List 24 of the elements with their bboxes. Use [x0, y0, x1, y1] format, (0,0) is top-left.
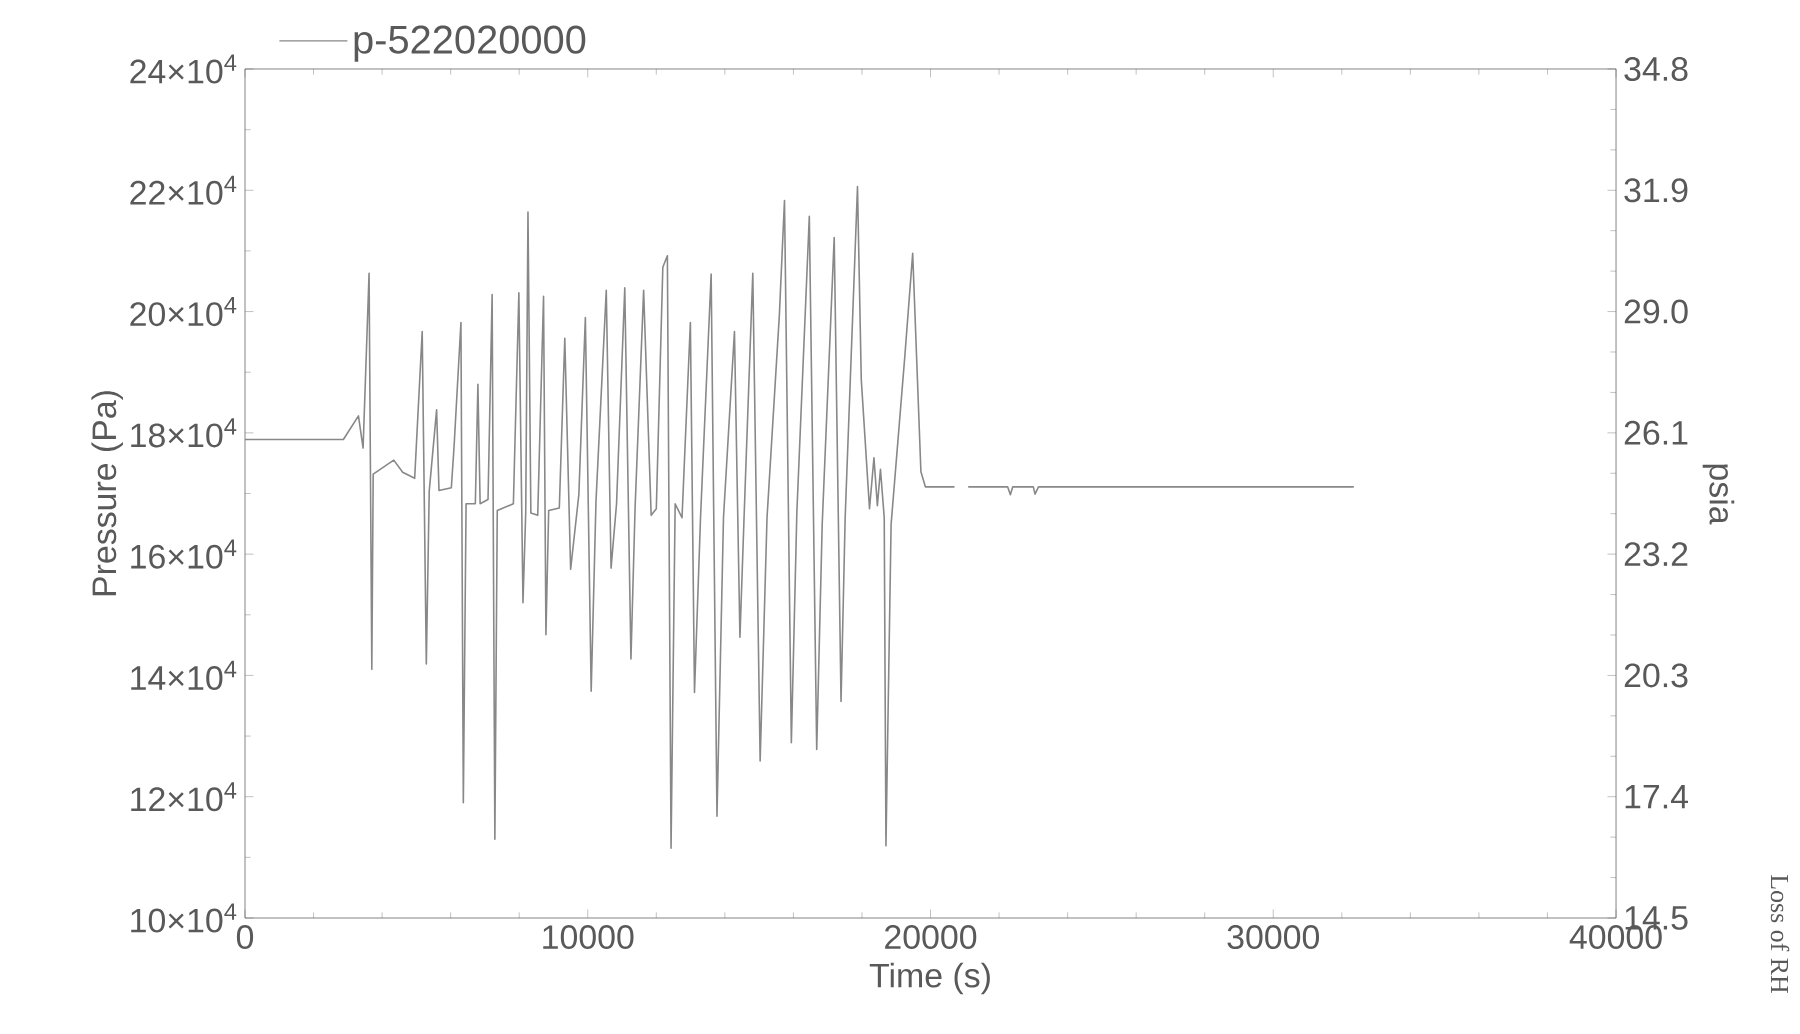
- legend-label: p-522020000: [354, 25, 586, 62]
- x-tick-label: 10000: [543, 925, 634, 950]
- text: Loss of RH: [1770, 875, 1790, 993]
- x-tick-label: 20000: [885, 925, 977, 950]
- y2-tick-label: 31.9: [1624, 178, 1688, 203]
- y2-tick-label: 20.3: [1624, 663, 1688, 688]
- y2-tick-label: 17.4: [1625, 785, 1688, 809]
- y-tick-label: 12×10$^{4}$: [131, 782, 237, 812]
- y-tick-label: 14×10$^{4}$: [131, 660, 237, 691]
- y-tick-label: 18×10$^{4}$: [131, 418, 237, 448]
- y2-axis-title: psia: [1702, 464, 1735, 525]
- y2-tick-label: 29.0: [1624, 299, 1688, 324]
- y-tick-label: 22×10$^{4}$: [130, 175, 237, 205]
- x-tick-label: 0: [236, 925, 254, 950]
- y2-tick-label: 34.8: [1624, 57, 1688, 81]
- x-tick-label: 30000: [1227, 925, 1320, 950]
- y-tick-label: 20×10$^{4}$: [130, 297, 237, 327]
- y2-tick-label: 26.1: [1624, 420, 1688, 445]
- y2-tick-label: 23.2: [1624, 542, 1688, 567]
- y-axis-title: Pressure (Pa): [91, 391, 123, 596]
- x-axis-title: Time (s): [869, 962, 990, 995]
- y-tick-label: 10×10$^{4}$: [131, 903, 237, 933]
- y-tick-label: 16×10$^{4}$: [131, 539, 237, 569]
- y-tick-label: 24×10$^{4}$: [130, 54, 237, 84]
